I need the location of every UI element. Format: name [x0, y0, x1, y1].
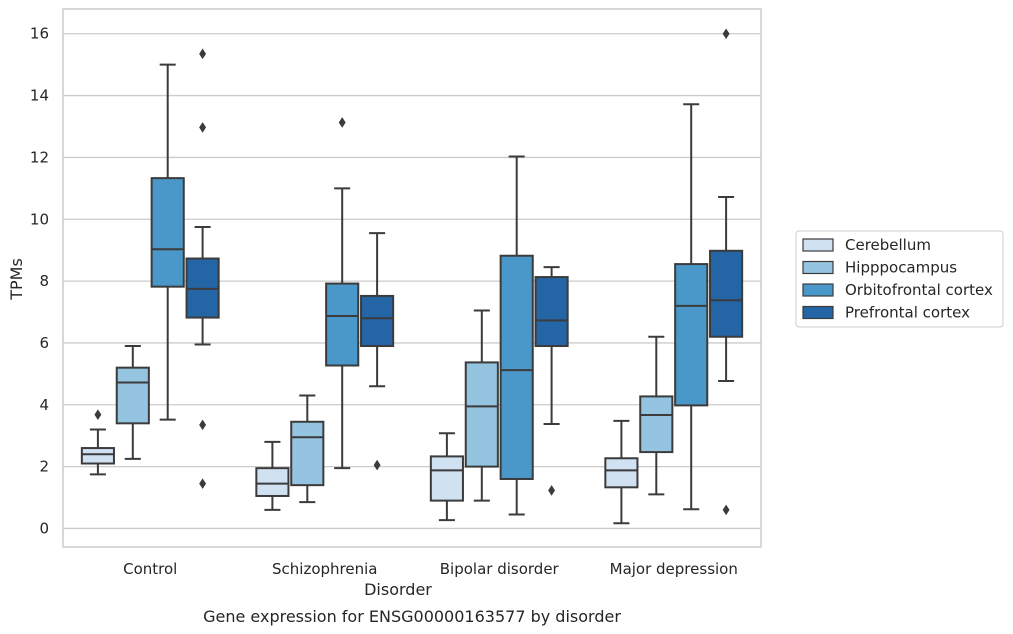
box-iqr [290, 420, 325, 487]
outlier-point [199, 478, 207, 489]
outlier-point [199, 419, 207, 431]
y-tick-label: 12 [30, 148, 49, 166]
legend-swatch [802, 238, 834, 252]
box-iqr [604, 457, 639, 489]
x-tick-label-major-depression: Major depression [610, 560, 738, 578]
outlier-point [338, 117, 346, 128]
legend-item-hipppocampus: Hipppocampus [802, 259, 957, 277]
box-prefrontal-cortex-schizophrenia [360, 232, 395, 471]
y-tick-label: 10 [30, 210, 49, 228]
legend-label: Prefrontal cortex [845, 304, 970, 322]
y-tick-label: 14 [30, 87, 49, 105]
legend: Cerebellum Hipppocampus Orbitofrontal cort… [795, 230, 1004, 328]
box-orbitofrontal-cortex-control [150, 63, 185, 421]
box-hipppocampus-control [115, 345, 150, 460]
y-tick-label: 6 [39, 334, 49, 352]
plot-area-frame [62, 8, 762, 548]
series-cerebellum [80, 409, 639, 525]
legend-swatch [802, 305, 834, 320]
box-iqr [80, 447, 115, 465]
x-tick-label-bipolar-disorder: Bipolar disorder [440, 560, 560, 578]
box-cerebellum-bipolar-disorder [429, 432, 464, 522]
box-iqr [639, 395, 674, 454]
box-cerebellum-control [80, 409, 115, 476]
box-iqr [325, 282, 360, 367]
x-tick-label-schizophrenia: Schizophrenia [272, 560, 377, 578]
legend-item-prefrontal-cortex: Prefrontal cortex [802, 304, 970, 322]
legend-label: Orbitofrontal cortex [845, 281, 993, 299]
legend-swatch [802, 283, 834, 297]
box-hipppocampus-bipolar-disorder [464, 309, 499, 502]
outlier-point [722, 28, 730, 40]
x-axis-label: Disorder [364, 580, 432, 599]
y-tick-label: 2 [39, 458, 49, 476]
series-hipppocampus [115, 309, 674, 504]
box-prefrontal-cortex-control [185, 48, 220, 489]
box-orbitofrontal-cortex-schizophrenia [325, 117, 360, 470]
y-axis-ticks: 0 2 4 6 8 10 12 14 16 [30, 25, 49, 538]
series-prefrontal-cortex [185, 28, 744, 516]
box-orbitofrontal-cortex-bipolar-disorder [499, 155, 534, 516]
y-tick-label: 8 [39, 272, 49, 290]
box-cerebellum-schizophrenia [255, 440, 290, 511]
outlier-point [94, 409, 102, 420]
y-tick-label: 16 [30, 25, 49, 43]
outlier-point [548, 485, 556, 496]
box-iqr [499, 254, 534, 480]
outlier-point [199, 122, 207, 133]
y-tick-label: 4 [39, 396, 49, 414]
legend-swatch [802, 260, 834, 275]
box-iqr [150, 177, 185, 288]
box-iqr [709, 249, 744, 338]
box-prefrontal-cortex-major-depression [709, 28, 744, 516]
legend-label: Hipppocampus [845, 259, 957, 277]
chart-caption: Gene expression for ENSG00000163577 by d… [203, 607, 621, 626]
box-iqr [255, 467, 290, 497]
box-hipppocampus-major-depression [639, 335, 674, 496]
legend-item-cerebellum: Cerebellum [802, 236, 931, 254]
box-prefrontal-cortex-bipolar-disorder [534, 266, 569, 496]
outlier-point [373, 459, 381, 471]
legend-item-orbitofrontal-cortex: Orbitofrontal cortex [802, 281, 993, 299]
box-orbitofrontal-cortex-major-depression [674, 103, 709, 511]
y-axis-label: TPMs [7, 258, 26, 301]
box-iqr [464, 361, 499, 468]
series-orbitofrontal-cortex [150, 63, 709, 516]
box-iqr [360, 294, 395, 348]
x-tick-label-control: Control [123, 560, 177, 578]
y-tick-label: 0 [39, 519, 49, 537]
box-iqr [674, 263, 709, 407]
box-iqr [534, 276, 569, 348]
x-axis-ticks: Control Schizophrenia Bipolar disorder Majo… [123, 560, 738, 578]
box-cerebellum-major-depression [604, 419, 639, 525]
legend-frame [795, 230, 1004, 328]
legend-label: Cerebellum [845, 236, 931, 254]
box-iqr [429, 455, 464, 502]
box-series [80, 28, 744, 525]
box-hipppocampus-schizophrenia [290, 394, 325, 504]
box-iqr [115, 366, 150, 425]
outlier-point [199, 48, 207, 60]
outlier-point [722, 504, 730, 516]
